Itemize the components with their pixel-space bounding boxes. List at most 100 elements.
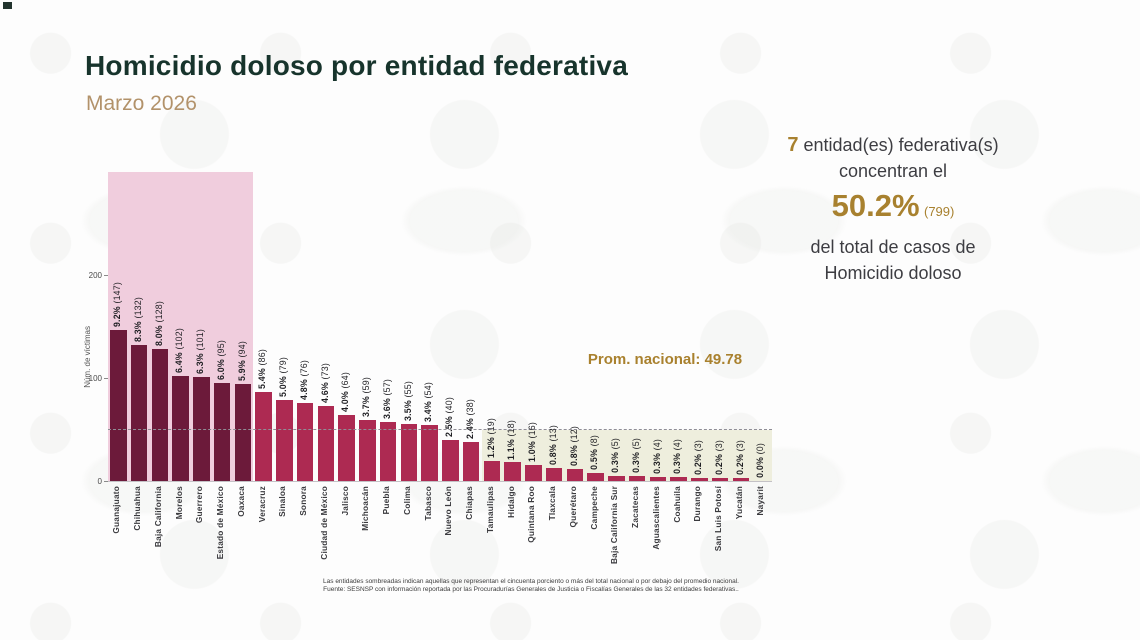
bar-value-label: 8.3% (132)	[132, 297, 143, 343]
bar-value-label: 3.4% (54)	[423, 382, 434, 423]
bar	[732, 477, 750, 481]
bar-category-label: Durango	[692, 486, 703, 522]
bar-category-label: Guerrero	[194, 486, 205, 524]
bar-category-label: Chiapas	[464, 486, 475, 520]
bar	[608, 475, 625, 481]
summary-block: 7 entidad(es) federativa(s) concentran e…	[748, 132, 1038, 286]
bar-value-label: 3.6% (57)	[381, 379, 392, 420]
bar	[172, 375, 189, 481]
bar-value-label: 6.0% (95)	[215, 340, 226, 381]
y-tick-label: 0	[97, 476, 102, 486]
bar	[234, 384, 252, 481]
bar	[421, 425, 438, 481]
footnote-line-2: Fuente: SESNSP con información reportada…	[323, 585, 739, 593]
y-tick-label: 100	[88, 373, 102, 383]
bar-value-label: 0.8% (13)	[547, 424, 558, 465]
bar-value-label: 5.4% (86)	[257, 349, 268, 390]
bar-category-label: Estado de México	[215, 486, 226, 560]
bar-value-label: 3.5% (55)	[402, 381, 413, 422]
bar-value-label: 1.2% (19)	[485, 418, 496, 459]
bar-value-label: 1.1% (18)	[506, 419, 517, 460]
bar-category-label: Guanajuato	[111, 486, 122, 534]
bar-category-label: Michoacán	[360, 486, 371, 531]
bar-category-label: Nayarit	[754, 486, 765, 516]
bar-value-label: 5.9% (94)	[236, 341, 247, 382]
bar	[255, 392, 272, 481]
summary-line-total: del total de casos de	[810, 237, 976, 257]
page-title: Homicidio doloso por entidad federativa	[85, 50, 628, 81]
summary-line-entities: 7 entidad(es) federativa(s)	[748, 132, 1038, 158]
bar	[504, 462, 521, 481]
bar-value-label: 8.0% (128)	[153, 301, 164, 347]
bar-category-label: Sinaloa	[277, 486, 288, 517]
bar-category-label: Ciudad de México	[318, 486, 329, 560]
y-tick-label: 200	[88, 270, 102, 280]
bar-category-label: Querétaro	[567, 486, 578, 528]
bar-category-label: Puebla	[381, 486, 392, 515]
bar	[317, 405, 335, 481]
bar	[359, 420, 376, 481]
summary-percentage: 50.2%	[831, 188, 920, 223]
bar	[400, 424, 418, 481]
y-tick-mark	[104, 275, 108, 276]
bar-category-label: Sonora	[298, 486, 309, 516]
bar-category-label: Tlaxcala	[547, 486, 558, 521]
bar-category-label: Veracruz	[256, 486, 267, 523]
bar	[525, 464, 542, 481]
bar	[213, 383, 231, 481]
summary-entity-text: entidad(es) federativa(s)	[798, 135, 999, 155]
bar	[379, 422, 397, 481]
bar-category-label: Chihuahua	[132, 486, 143, 531]
bar-value-label: 0.5% (8)	[589, 434, 600, 470]
bar	[338, 415, 355, 481]
bar	[566, 468, 584, 481]
bar-value-label: 0.2% (3)	[713, 440, 724, 475]
bar-category-label: San Luis Potosí	[713, 486, 724, 552]
bar	[110, 329, 127, 481]
bar-value-label: 9.2% (147)	[112, 281, 123, 327]
bar-value-label: 0.2% (3)	[734, 440, 745, 475]
national-average-caption: Prom. nacional: 49.78	[587, 351, 743, 368]
bar-category-label: Zacatecas	[630, 486, 641, 528]
y-tick-mark	[104, 481, 108, 482]
bar-category-label: Coahuila	[671, 486, 682, 523]
footnote-line-1: Las entidades sombreadas indican aquella…	[323, 578, 739, 585]
bar	[276, 399, 293, 481]
bar	[442, 439, 459, 481]
bar	[483, 461, 501, 481]
bar-category-label: Nuevo León	[443, 486, 454, 536]
x-axis-line	[108, 481, 772, 482]
bar-value-label: 0.3% (4)	[672, 439, 683, 474]
bar	[670, 476, 687, 481]
bar	[628, 475, 646, 481]
bar-value-label: 4.6% (73)	[319, 362, 330, 403]
summary-line-concentran: concentran el	[838, 161, 948, 181]
bar-value-label: 0.2% (3)	[693, 440, 704, 475]
bar-value-label: 0.3% (5)	[610, 438, 621, 473]
bar-category-label: Baja California Sur	[609, 486, 620, 565]
national-average-line	[108, 428, 772, 430]
bar-value-label: 0.0% (0)	[755, 443, 766, 478]
bar-category-label: Hidalgo	[505, 486, 516, 518]
bar-value-label: 3.7% (59)	[361, 377, 372, 418]
bar-category-label: Quintana Roo	[526, 486, 537, 543]
bar-category-label: Tamaulipas	[484, 486, 495, 534]
bar-value-label: 0.8% (12)	[568, 425, 579, 466]
corner-logo-mark	[3, 2, 12, 9]
bar-category-label: Tabasco	[422, 486, 433, 521]
summary-percentage-line: 50.2% (799)	[748, 184, 1038, 234]
summary-line-crime: Homicidio doloso	[824, 263, 962, 283]
bar-value-label: 4.0% (64)	[340, 372, 351, 413]
summary-entity-count: 7	[787, 134, 799, 156]
bar-value-label: 2.5% (40)	[444, 396, 455, 437]
bar-value-label: 1.0% (16)	[527, 421, 538, 462]
bar	[151, 349, 169, 481]
bar	[545, 467, 563, 481]
footnote: Las entidades sombreadas indican aquella…	[0, 578, 1062, 593]
bar	[130, 345, 148, 481]
bar-category-label: Colima	[401, 486, 412, 515]
bar	[587, 472, 604, 481]
bar	[711, 477, 729, 481]
